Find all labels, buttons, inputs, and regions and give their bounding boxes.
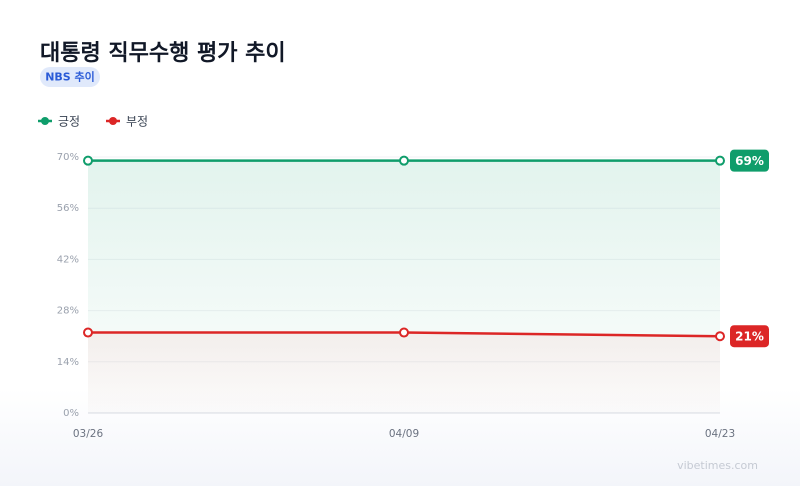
point	[83, 327, 93, 338]
value-label: 69%	[735, 154, 764, 168]
point	[399, 155, 409, 166]
value-label-bg	[730, 325, 769, 348]
y-tick-label: 42%	[57, 254, 79, 265]
y-tick-label: 0%	[63, 408, 79, 419]
y-tick-label: 14%	[57, 357, 79, 368]
y-tick-label: 70%	[57, 152, 79, 163]
subtitle: NBS 추이	[45, 70, 95, 84]
point	[399, 327, 409, 338]
chart-title: 대통령 직무수행 평가 추이	[40, 41, 286, 66]
value-label-bg	[730, 149, 769, 172]
x-tick-label: 04/23	[705, 428, 735, 440]
y-tick-label: 28%	[57, 306, 79, 317]
legend-label: 긍정	[58, 115, 80, 129]
x-tick-label: 04/09	[389, 428, 419, 440]
legend-label: 부정	[126, 115, 148, 129]
badge	[40, 67, 100, 87]
point	[715, 155, 725, 166]
y-tick-label: 56%	[57, 203, 79, 214]
x-tick-label: 03/26	[73, 428, 104, 440]
legend-dot	[109, 117, 117, 125]
point	[83, 155, 93, 166]
watermark: vibetimes.com	[677, 459, 758, 472]
point	[715, 331, 725, 342]
legend-dot	[41, 117, 49, 125]
area	[88, 332, 720, 413]
value-label: 21%	[735, 330, 764, 344]
